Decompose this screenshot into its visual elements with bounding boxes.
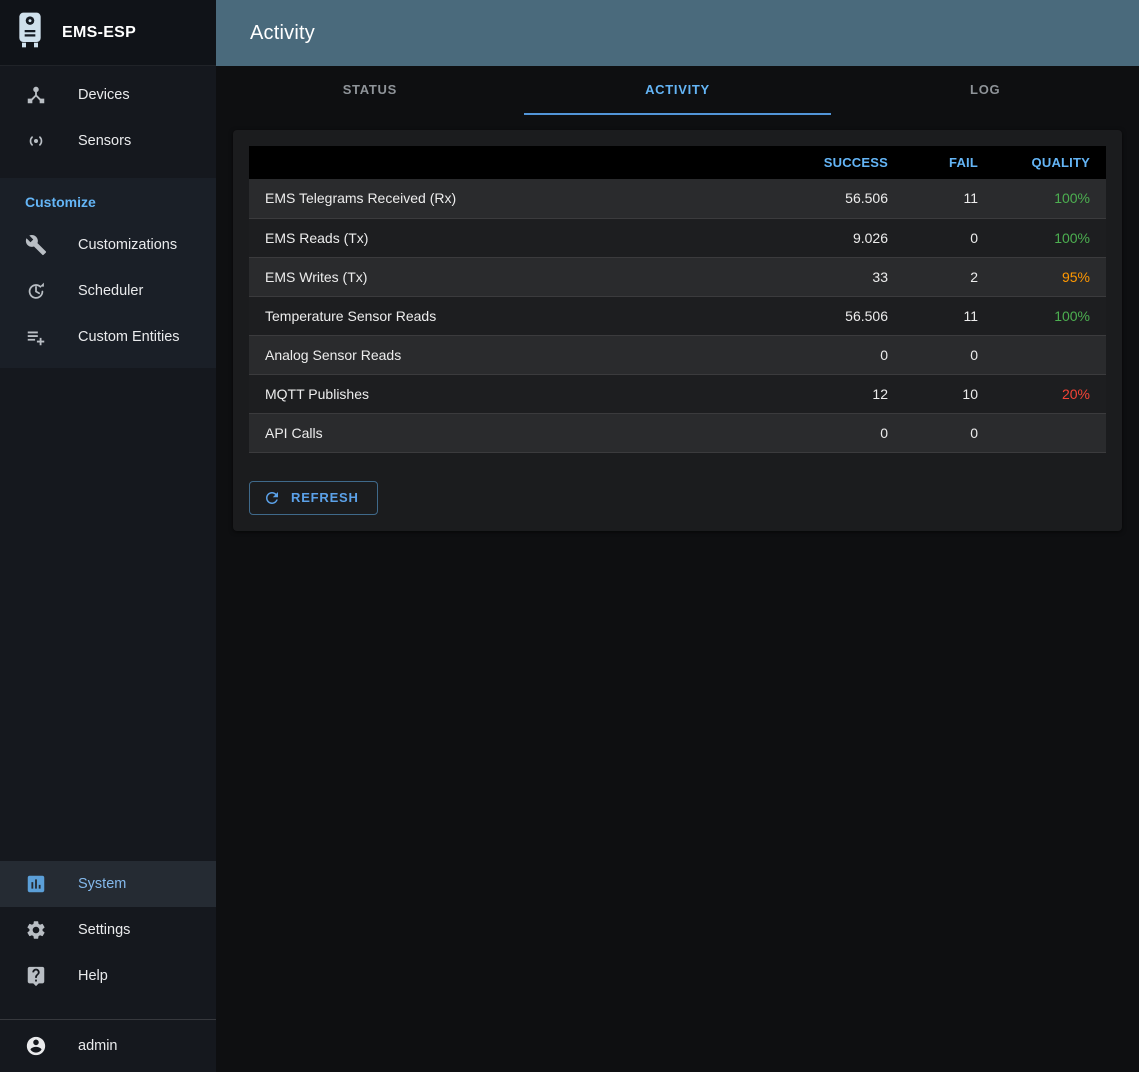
activity-table: SUCCESS FAIL QUALITY EMS Telegrams Recei… <box>249 146 1106 453</box>
sidebar-spacer <box>0 368 216 855</box>
sidebar-item-custom-entities[interactable]: Custom Entities <box>0 314 216 360</box>
tab-activity[interactable]: ACTIVITY <box>523 66 832 115</box>
table-row: EMS Writes (Tx) 33 2 95% <box>249 257 1106 296</box>
row-label: EMS Writes (Tx) <box>265 268 368 285</box>
row-fail: 10 <box>962 385 978 402</box>
sidebar-item-settings[interactable]: Settings <box>0 907 216 953</box>
sidebar-user-label: admin <box>78 1038 118 1054</box>
row-success: 56.506 <box>845 190 888 207</box>
row-label: EMS Reads (Tx) <box>265 229 369 246</box>
page-title: Activity <box>250 21 315 44</box>
row-quality: 100% <box>1054 307 1090 324</box>
construction-icon <box>25 234 47 256</box>
content-area: SUCCESS FAIL QUALITY EMS Telegrams Recei… <box>216 115 1139 1072</box>
table-row: Temperature Sensor Reads 56.506 11 100% <box>249 296 1106 335</box>
row-quality: 20% <box>1061 385 1090 402</box>
customize-section: Customize Customizations Scheduler Custo… <box>0 178 216 368</box>
sidebar-item-label: Settings <box>78 922 131 938</box>
table-header-fail: FAIL <box>904 146 994 179</box>
table-header-success: SUCCESS <box>784 146 904 179</box>
tab-status[interactable]: STATUS <box>342 82 397 97</box>
table-row: EMS Telegrams Received (Rx) 56.506 11 10… <box>249 179 1106 218</box>
sidebar-item-label: Help <box>78 968 108 984</box>
app-title: EMS-ESP <box>62 23 137 41</box>
row-quality <box>994 335 1106 374</box>
row-fail: 11 <box>963 307 978 324</box>
row-quality: 95% <box>1061 268 1090 285</box>
table-header-quality: QUALITY <box>994 146 1106 179</box>
sidebar-item-label: Custom Entities <box>78 329 180 345</box>
sidebar: EMS-ESP Devices Sensors Customize Custom… <box>0 0 216 1072</box>
sidebar-nav: Devices Sensors <box>0 66 216 170</box>
sidebar-divider <box>0 1019 216 1020</box>
sidebar-user-admin[interactable]: admin <box>0 1020 216 1072</box>
sidebar-item-help[interactable]: Help <box>0 953 216 999</box>
row-label: Analog Sensor Reads <box>265 346 402 363</box>
row-fail: 0 <box>970 229 978 246</box>
playlist-add-icon <box>25 326 47 348</box>
refresh-button-label: REFRESH <box>291 490 359 505</box>
scheduler-clock-icon <box>25 280 47 302</box>
sidebar-item-system[interactable]: System <box>0 861 216 907</box>
sidebar-item-label: Customizations <box>78 237 178 253</box>
device-hub-icon <box>25 84 47 106</box>
row-quality: 100% <box>1054 190 1090 207</box>
refresh-button[interactable]: REFRESH <box>249 480 378 515</box>
row-fail: 2 <box>970 268 978 285</box>
row-label: API Calls <box>265 424 323 441</box>
row-label: MQTT Publishes <box>265 385 369 402</box>
sensors-icon <box>25 130 47 152</box>
table-header-row: SUCCESS FAIL QUALITY <box>249 146 1106 179</box>
appbar: Activity <box>216 0 1139 66</box>
row-success: 9.026 <box>852 229 888 246</box>
sidebar-item-label: System <box>78 876 127 892</box>
table-row: MQTT Publishes 12 10 20% <box>249 374 1106 413</box>
row-quality <box>994 413 1106 452</box>
table-header-blank <box>249 146 784 179</box>
bar-chart-icon <box>25 873 47 895</box>
sidebar-bottom-nav: System Settings Help <box>0 855 216 1005</box>
row-success: 56.506 <box>845 307 888 324</box>
sidebar-item-scheduler[interactable]: Scheduler <box>0 268 216 314</box>
table-row: EMS Reads (Tx) 9.026 0 100% <box>249 218 1106 257</box>
help-icon <box>25 965 47 987</box>
refresh-icon <box>263 489 281 507</box>
ems-esp-logo-icon <box>14 11 46 54</box>
customize-section-header: Customize <box>25 194 96 210</box>
row-quality: 100% <box>1054 229 1090 246</box>
table-row: API Calls 0 0 <box>249 413 1106 452</box>
sidebar-item-customizations[interactable]: Customizations <box>0 222 216 268</box>
sidebar-item-devices[interactable]: Devices <box>0 72 216 118</box>
row-label: EMS Telegrams Received (Rx) <box>265 190 457 207</box>
main-area: Activity STATUS ACTIVITY LOG SUCCESS FAI… <box>216 0 1139 1072</box>
row-success: 12 <box>872 385 888 402</box>
sidebar-header: EMS-ESP <box>0 0 216 66</box>
row-success: 33 <box>872 268 888 285</box>
row-label: Temperature Sensor Reads <box>265 307 437 324</box>
sidebar-item-sensors[interactable]: Sensors <box>0 118 216 164</box>
sidebar-item-label: Sensors <box>78 133 132 149</box>
tab-log[interactable]: LOG <box>970 82 1001 97</box>
gear-icon <box>25 919 47 941</box>
sidebar-item-label: Devices <box>78 87 130 103</box>
row-success: 0 <box>880 346 888 363</box>
account-circle-icon <box>25 1035 47 1057</box>
activity-card: SUCCESS FAIL QUALITY EMS Telegrams Recei… <box>233 130 1122 531</box>
table-row: Analog Sensor Reads 0 0 <box>249 335 1106 374</box>
row-fail: 11 <box>963 190 978 207</box>
tab-bar: STATUS ACTIVITY LOG <box>216 66 1139 115</box>
row-success: 0 <box>880 424 888 441</box>
row-fail: 0 <box>970 424 978 441</box>
sidebar-item-label: Scheduler <box>78 283 144 299</box>
row-fail: 0 <box>970 346 978 363</box>
